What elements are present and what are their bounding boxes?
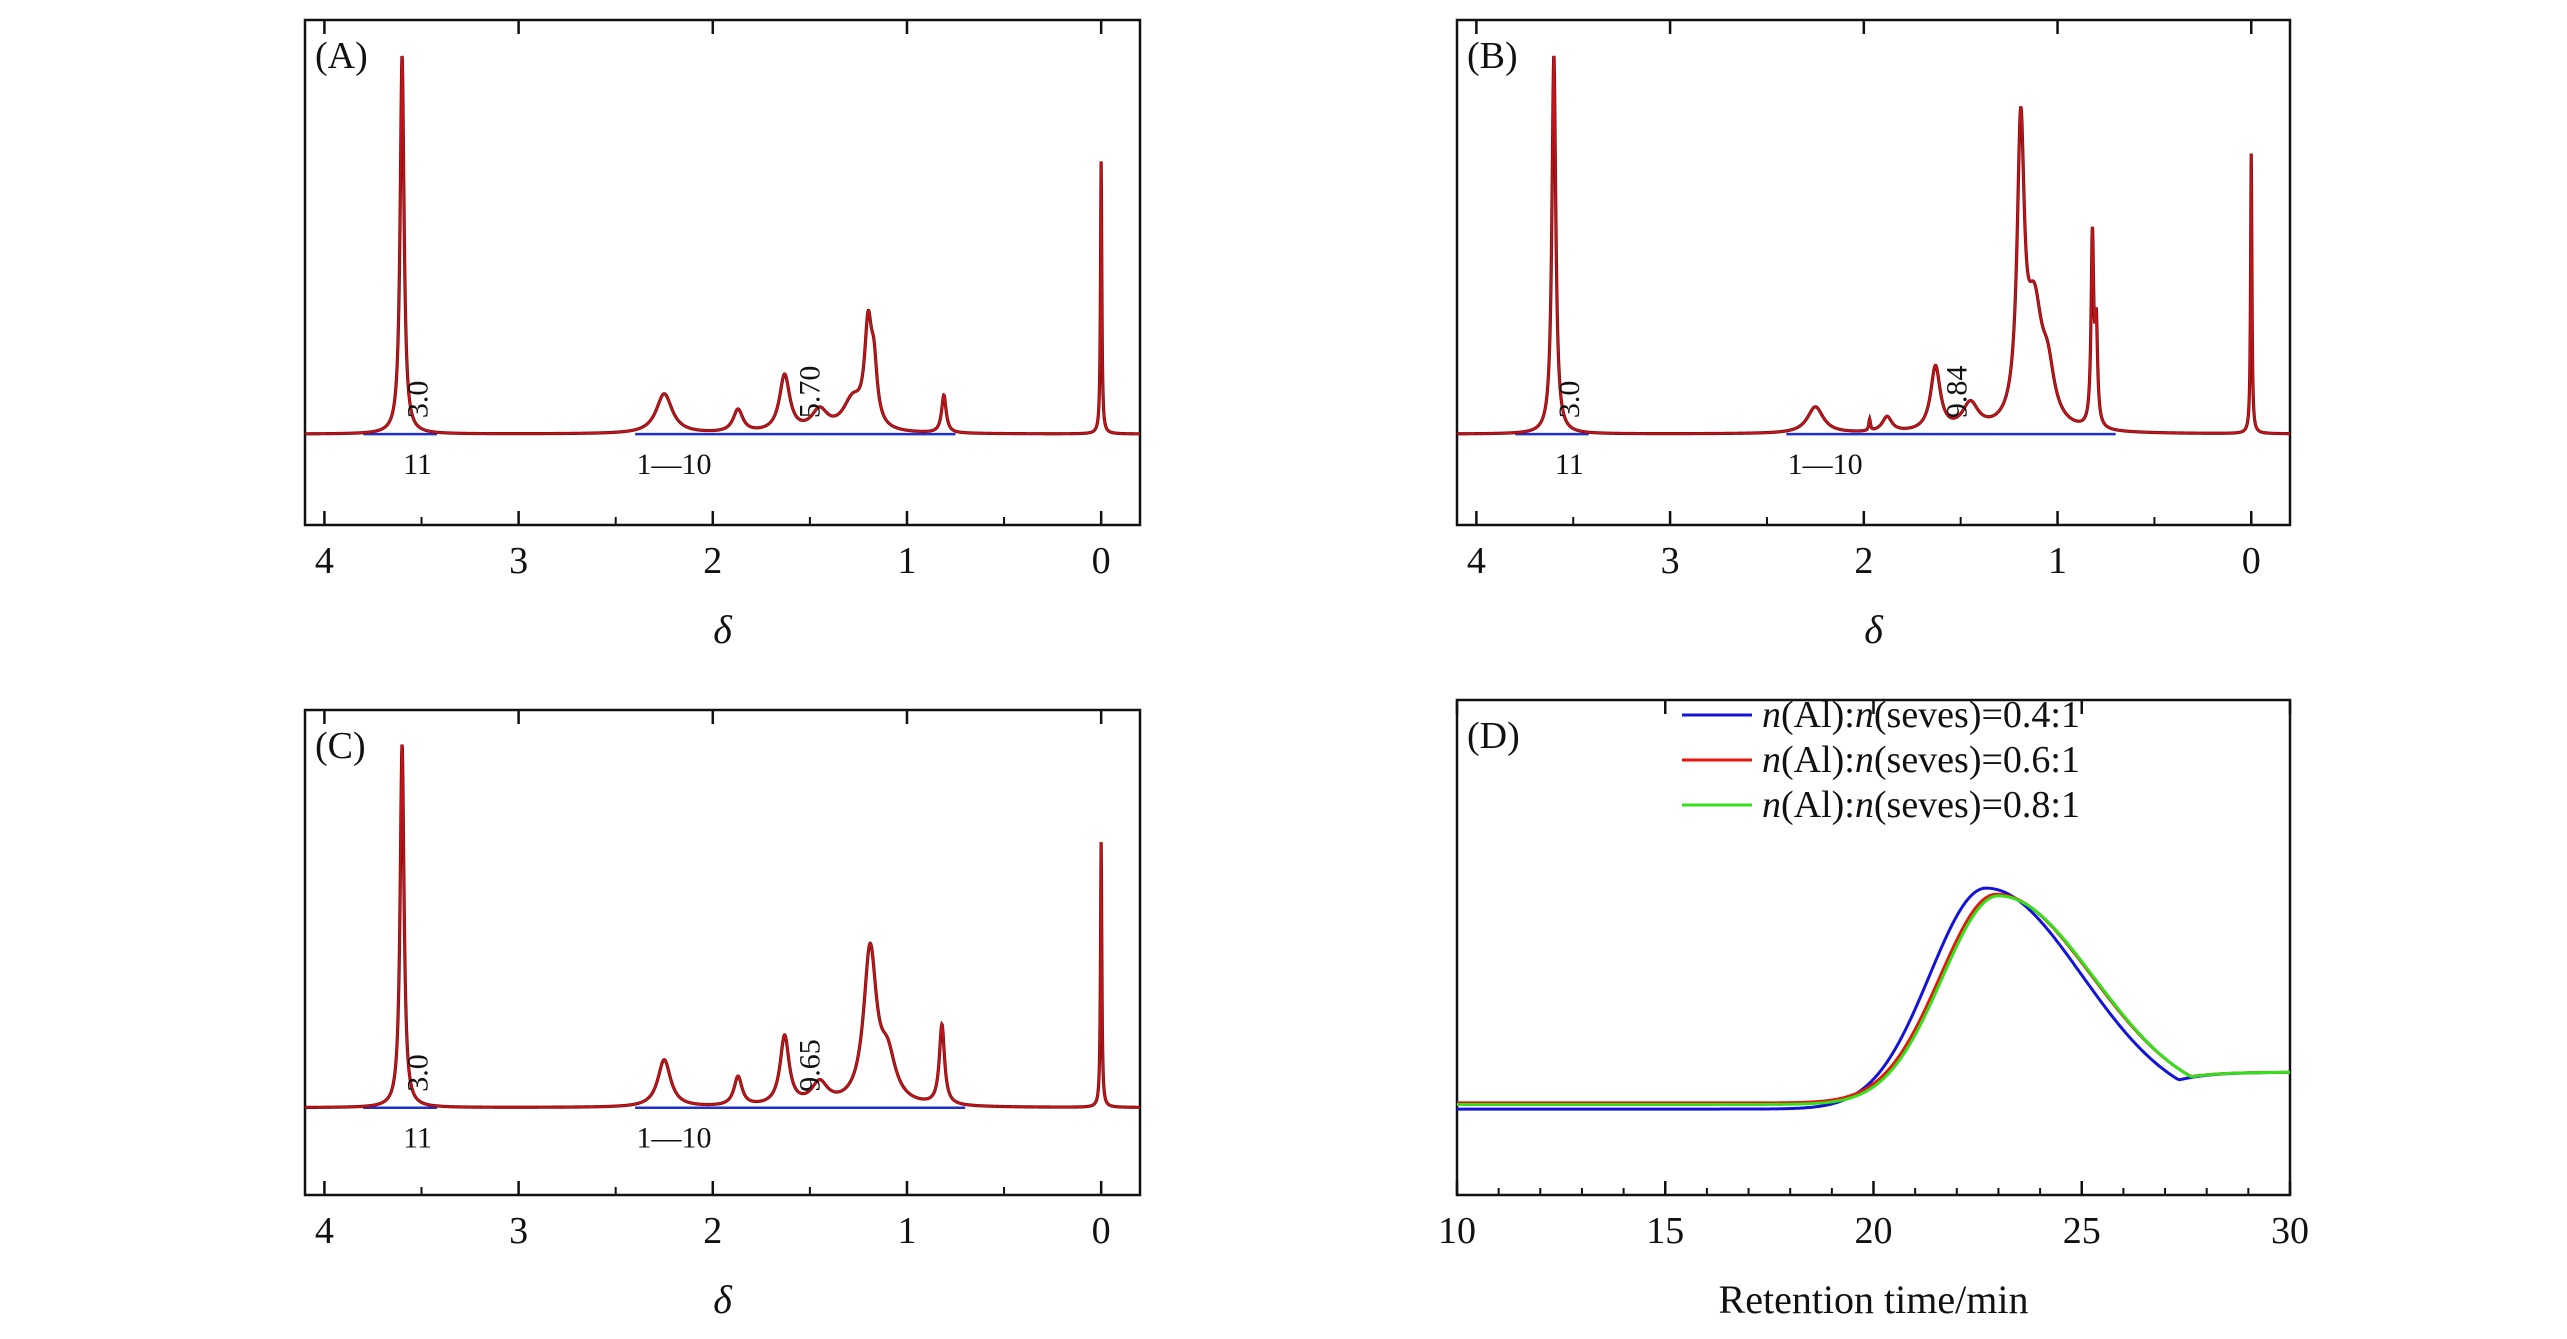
- x-tick-label: 2: [1854, 540, 1873, 582]
- legend-entry: n(Al):n(seves)=0.8:1: [1762, 784, 2080, 826]
- spectrum-line-shadow: [305, 55, 1140, 436]
- region-label: 11: [403, 1122, 432, 1155]
- integral-value: 9.84: [1940, 366, 1973, 419]
- legend-italic: n: [1855, 694, 1874, 736]
- x-tick-label: 10: [1438, 1210, 1476, 1252]
- panel-label: (A): [315, 35, 368, 77]
- panel-b: 4 3 2 1 0 δ (B) 3.0 9.84 11 1—10: [1455, 18, 2292, 652]
- x-tick-label: 0: [1092, 540, 1111, 582]
- region-label: 11: [1555, 448, 1584, 481]
- integral-value: 5.70: [794, 366, 827, 419]
- integral-value: 3.0: [401, 1054, 434, 1092]
- legend-italic: n: [1855, 739, 1874, 781]
- x-tick-label: 0: [1092, 1210, 1111, 1252]
- x-axis-label: δ: [713, 607, 733, 652]
- x-tick-label: 2: [703, 1210, 722, 1252]
- plot-frame: [1455, 18, 2292, 527]
- region-label: 1—10: [636, 1122, 711, 1155]
- legend-italic: n: [1762, 784, 1781, 826]
- x-tick-label: 1: [897, 540, 916, 582]
- x-tick-label: 25: [2063, 1210, 2101, 1252]
- spectrum-line-shadow: [304, 744, 1141, 1110]
- x-tick-label: 30: [2271, 1210, 2309, 1252]
- legend-entry: n(Al):n(seves)=0.4:1: [1762, 694, 2080, 736]
- spectrum-line: [1457, 55, 2290, 435]
- integral-value: 9.65: [794, 1039, 827, 1092]
- integral-value: 3.0: [1553, 381, 1586, 419]
- x-tick-label: 3: [509, 1210, 528, 1252]
- plot-frame: [303, 708, 1142, 1197]
- x-tick-label: 2: [703, 540, 722, 582]
- legend-rest: (seves)=0.8:1: [1874, 784, 2080, 826]
- panel-label: (C): [315, 725, 366, 767]
- plot-frame: [303, 18, 1142, 527]
- legend-italic: n: [1762, 739, 1781, 781]
- x-axis-label: Retention time/min: [1719, 1277, 2029, 1322]
- legend-rest: (seves)=0.4:1: [1874, 694, 2080, 736]
- legend-mid: (Al):: [1781, 739, 1855, 781]
- x-tick-label: 3: [509, 540, 528, 582]
- x-tick-label: 4: [315, 1210, 334, 1252]
- region-label: 1—10: [1788, 448, 1863, 481]
- x-axis-label: δ: [1864, 607, 1884, 652]
- x-tick-label: 20: [1855, 1210, 1893, 1252]
- spectrum-line-shadow: [1457, 55, 2290, 436]
- panel-label: (D): [1467, 715, 1520, 757]
- spectrum-line: [305, 55, 1140, 435]
- legend-entry: n(Al):n(seves)=0.6:1: [1762, 739, 2080, 781]
- region-label: 1—10: [636, 448, 711, 481]
- panel-c: 4 3 2 1 0 δ (C) 3.0 9.65 11 1—10: [303, 708, 1142, 1322]
- legend-italic: n: [1855, 784, 1874, 826]
- legend-rest: (seves)=0.6:1: [1874, 739, 2080, 781]
- panel-a: 4 3 2 1 0 δ (A) 3.0 5.70 11 1—10: [303, 18, 1142, 652]
- x-tick-label: 15: [1646, 1210, 1684, 1252]
- region-label: 11: [403, 448, 432, 481]
- panel-label: (B): [1467, 35, 1518, 77]
- gpc-series-line: [1457, 894, 2291, 1106]
- legend-mid: (Al):: [1781, 784, 1855, 826]
- legend-mid: (Al):: [1781, 694, 1855, 736]
- x-tick-label: 4: [1467, 540, 1486, 582]
- x-axis-label: δ: [713, 1277, 733, 1322]
- spectrum-line: [304, 744, 1141, 1109]
- legend-italic: n: [1762, 694, 1781, 736]
- gpc-series-line: [1457, 886, 2291, 1111]
- x-tick-label: 1: [2048, 540, 2067, 582]
- x-tick-label: 0: [2242, 540, 2261, 582]
- x-tick-label: 1: [897, 1210, 916, 1252]
- integral-value: 3.0: [401, 381, 434, 419]
- x-tick-label: 3: [1661, 540, 1680, 582]
- x-tick-label: 4: [315, 540, 334, 582]
